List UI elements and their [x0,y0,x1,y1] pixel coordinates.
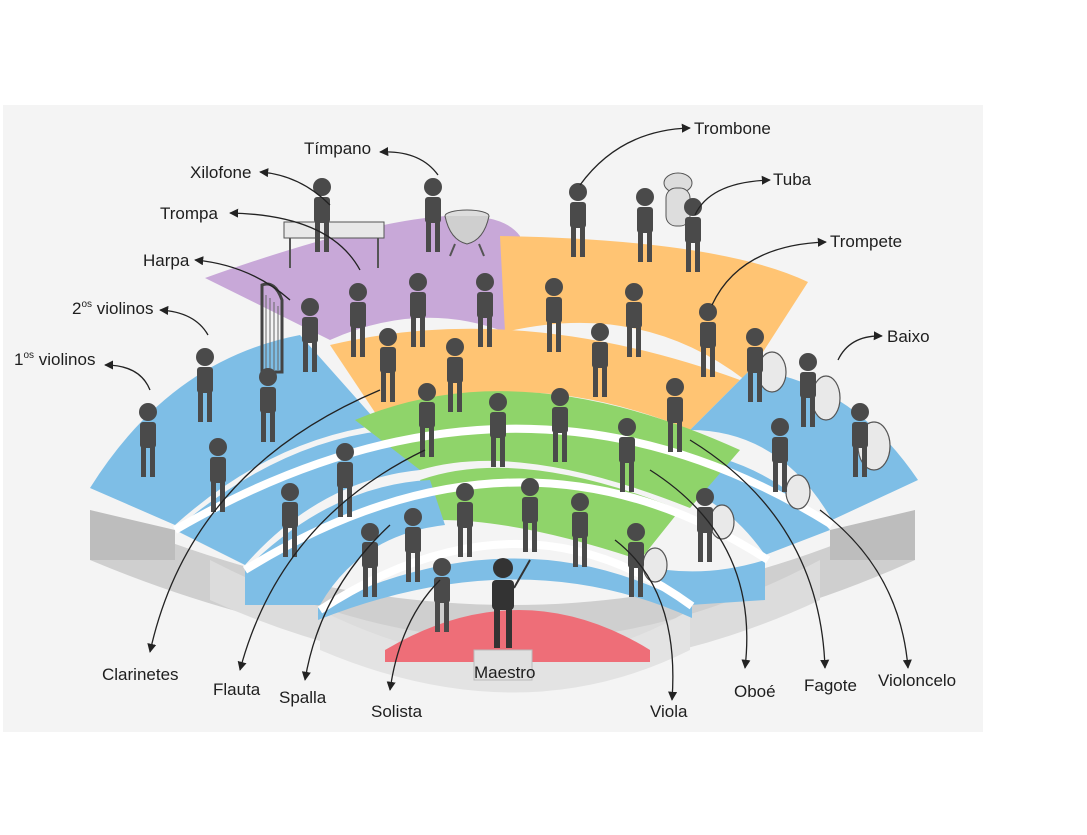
strings-inner-right [640,560,765,605]
label-1os-violinos: 1os violinos [14,350,95,369]
strings-inner [245,480,445,605]
label-tuba: Tuba [773,170,812,189]
label-fagote: Fagote [804,676,857,695]
xylophone [283,221,385,268]
percussion-section [205,215,520,340]
double-basses [642,351,891,583]
timpani [444,209,490,257]
label-clarinetes: Clarinetes [102,665,179,684]
strings-front [318,558,692,620]
label-solista: Solista [371,702,423,721]
conductor-figure [492,558,531,648]
label-xilofone: Xilofone [190,163,251,182]
label-viola: Viola [650,702,688,721]
label-trombone: Trombone [694,119,771,138]
label-arrows [104,123,912,701]
label-trompa: Trompa [160,204,218,223]
strings-mid-left [175,430,420,565]
strings-outer-left [90,335,380,525]
label-oboe: Oboé [734,682,776,701]
label-trompete: Trompete [830,232,902,251]
strings-outer-right [690,370,918,520]
label-spalla: Spalla [279,688,327,707]
label-maestro: Maestro [474,663,535,682]
label-flauta: Flauta [213,680,261,699]
label-harpa: Harpa [143,251,190,270]
label-baixo: Baixo [887,327,930,346]
label-2os-violinos: 2os violinos [72,299,153,318]
label-violoncelo: Violoncelo [878,671,956,690]
conductor-section [385,610,650,662]
stage-steps [90,510,915,693]
label-timpano: Tímpano [304,139,371,158]
woodwind-section [355,391,740,508]
conductor-podium [473,649,533,681]
brass-section [500,236,808,380]
